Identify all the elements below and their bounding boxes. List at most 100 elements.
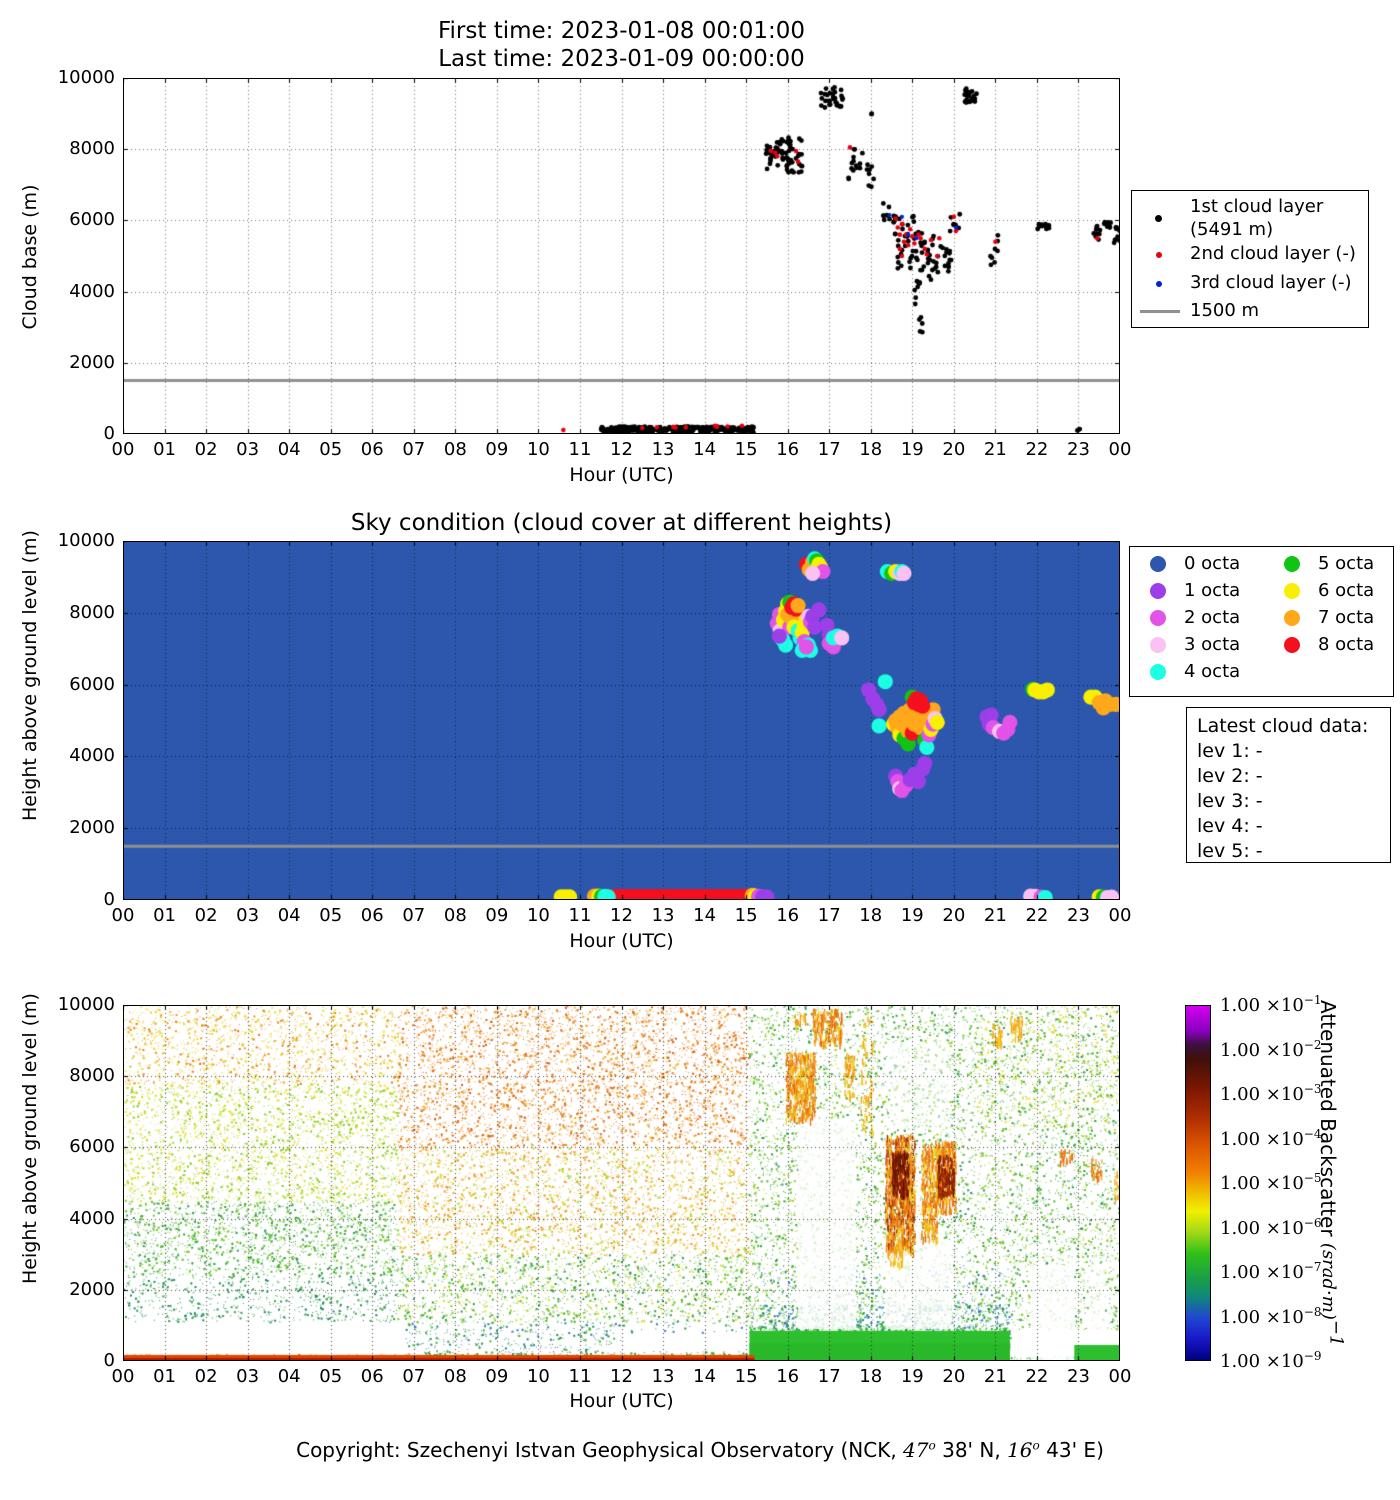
y-tick-label: 10000 [57, 67, 115, 88]
x-tick-label: 00 [111, 439, 135, 460]
octa-legend-box [1129, 546, 1394, 697]
sky-condition-ylabel: Height above ground level (m) [19, 530, 41, 821]
x-tick-label: 19 [900, 439, 924, 460]
second-cloud-layer-marker-icon [1156, 252, 1162, 258]
x-tick-label: 21 [983, 1366, 1007, 1387]
octa-2-marker-icon [1150, 610, 1166, 626]
x-tick-label: 00 [1108, 1366, 1132, 1387]
x-tick-label: 11 [568, 1366, 592, 1387]
y-tick-label: 10000 [57, 530, 115, 551]
x-tick-label: 12 [610, 905, 633, 926]
colorbar-tick-label: 1.00 ×10−1 [1220, 993, 1322, 1016]
x-tick-label: 02 [194, 905, 218, 926]
x-tick-label: 00 [111, 905, 135, 926]
x-tick-label: 00 [111, 1366, 135, 1387]
x-tick-label: 04 [277, 905, 301, 926]
x-tick-label: 15 [734, 905, 758, 926]
x-tick-label: 21 [983, 905, 1007, 926]
backscatter-heatmap-canvas [123, 1005, 1120, 1361]
copyright-prefix: Copyright: Szechenyi Istvan Geophysical … [296, 1438, 904, 1462]
first-cloud-layer-marker-icon [1155, 215, 1162, 222]
y-tick-label: 4000 [69, 1207, 115, 1229]
x-tick-label: 13 [651, 1366, 675, 1387]
x-tick-label: 18 [859, 905, 883, 926]
octa-5-marker-icon [1284, 556, 1300, 572]
octa-6-label: 6 octa [1318, 580, 1375, 601]
x-tick-label: 08 [443, 905, 467, 926]
figure-title-line1: First time: 2023-01-08 00:01:00 [437, 18, 805, 44]
y-tick-label: 6000 [69, 209, 115, 231]
latest-cloud-level-1: lev 1: - [1197, 740, 1263, 762]
cloud-base-plot-canvas [123, 78, 1120, 434]
x-tick-label: 04 [277, 439, 301, 460]
legend-second-cloud-layer-label: 2nd cloud layer (-) [1190, 243, 1356, 264]
octa-8-label: 8 octa [1318, 634, 1375, 655]
x-tick-label: 15 [734, 439, 758, 460]
latest-cloud-data-box: Latest cloud data: lev 1: - lev 2: - lev 3… [1186, 707, 1391, 863]
x-tick-label: 15 [734, 1366, 758, 1387]
y-tick-label: 8000 [69, 601, 115, 623]
x-tick-label: 09 [485, 1366, 509, 1387]
x-tick-label: 22 [1025, 1366, 1049, 1387]
x-tick-label: 18 [859, 439, 883, 460]
x-tick-label: 10 [526, 1366, 550, 1387]
octa-2-label: 2 octa [1184, 607, 1241, 628]
cloud-base-xlabel: Hour (UTC) [569, 464, 674, 486]
legend-first-cloud-layer-sublabel: (5491 m) [1190, 219, 1274, 240]
y-tick-label: 4000 [69, 280, 115, 302]
x-tick-label: 10 [526, 439, 550, 460]
x-tick-label: 06 [360, 905, 384, 926]
sky-condition-xlabel: Hour (UTC) [569, 930, 674, 952]
colorbar-tick-label: 1.00 ×10−5 [1220, 1171, 1322, 1194]
y-tick-label: 8000 [69, 138, 115, 160]
x-tick-label: 06 [360, 1366, 384, 1387]
x-tick-label: 05 [319, 905, 343, 926]
x-tick-label: 09 [485, 905, 509, 926]
x-tick-label: 17 [817, 1366, 841, 1387]
cloud-base-ylabel: Cloud base (m) [19, 184, 41, 330]
figure-title-line2: Last time: 2023-01-09 00:00:00 [438, 46, 805, 72]
latest-cloud-level-5: lev 5: - [1197, 840, 1263, 862]
x-tick-label: 21 [983, 439, 1007, 460]
octa-1-marker-icon [1150, 583, 1166, 599]
longitude-degree-symbol2: o [1032, 1438, 1040, 1453]
backscatter-ylabel: Height above ground level (m) [19, 993, 41, 1284]
colorbar-title: Attenuated Backscatter (srad·m)−1 [1316, 1000, 1347, 1440]
x-tick-label: 02 [194, 1366, 218, 1387]
x-tick-label: 16 [776, 1366, 800, 1387]
x-tick-label: 03 [236, 905, 260, 926]
colorbar-tick-label: 1.00 ×10−4 [1220, 1126, 1322, 1150]
x-tick-label: 11 [568, 439, 592, 460]
latest-cloud-level-2: lev 2: - [1197, 765, 1263, 787]
y-tick-label: 2000 [69, 1278, 115, 1300]
x-tick-label: 03 [236, 439, 260, 460]
latest-cloud-data-title: Latest cloud data: [1197, 715, 1369, 737]
x-tick-label: 16 [776, 905, 800, 926]
x-tick-label: 13 [651, 439, 675, 460]
y-tick-label: 8000 [69, 1065, 115, 1087]
octa-6-marker-icon [1284, 583, 1300, 599]
x-tick-label: 01 [153, 905, 176, 926]
colorbar-title-units: (srad·m) [1318, 1242, 1339, 1320]
x-tick-label: 09 [485, 439, 509, 460]
x-tick-label: 23 [1067, 1366, 1090, 1387]
latitude-rest: 38' N, [935, 1438, 1008, 1462]
octa-0-marker-icon [1150, 556, 1166, 572]
colorbar-tick-label: 1.00 ×10−3 [1220, 1082, 1322, 1105]
octa-4-marker-icon [1150, 664, 1166, 680]
x-tick-label: 12 [610, 439, 633, 460]
x-tick-label: 05 [319, 1366, 343, 1387]
octa-1-label: 1 octa [1184, 580, 1241, 601]
y-tick-label: 6000 [69, 673, 115, 695]
x-tick-label: 18 [859, 1366, 883, 1387]
x-tick-label: 20 [942, 439, 966, 460]
colorbar-tick-label: 1.00 ×10−8 [1220, 1304, 1322, 1328]
y-tick-label: 2000 [69, 351, 115, 373]
sky-condition-plot-canvas [123, 541, 1120, 900]
latest-cloud-level-3: lev 3: - [1197, 790, 1263, 812]
octa-4-label: 4 octa [1184, 661, 1241, 682]
x-tick-label: 07 [402, 1366, 426, 1387]
y-tick-label: 4000 [69, 745, 115, 767]
x-tick-label: 16 [776, 439, 800, 460]
x-tick-label: 17 [817, 905, 841, 926]
